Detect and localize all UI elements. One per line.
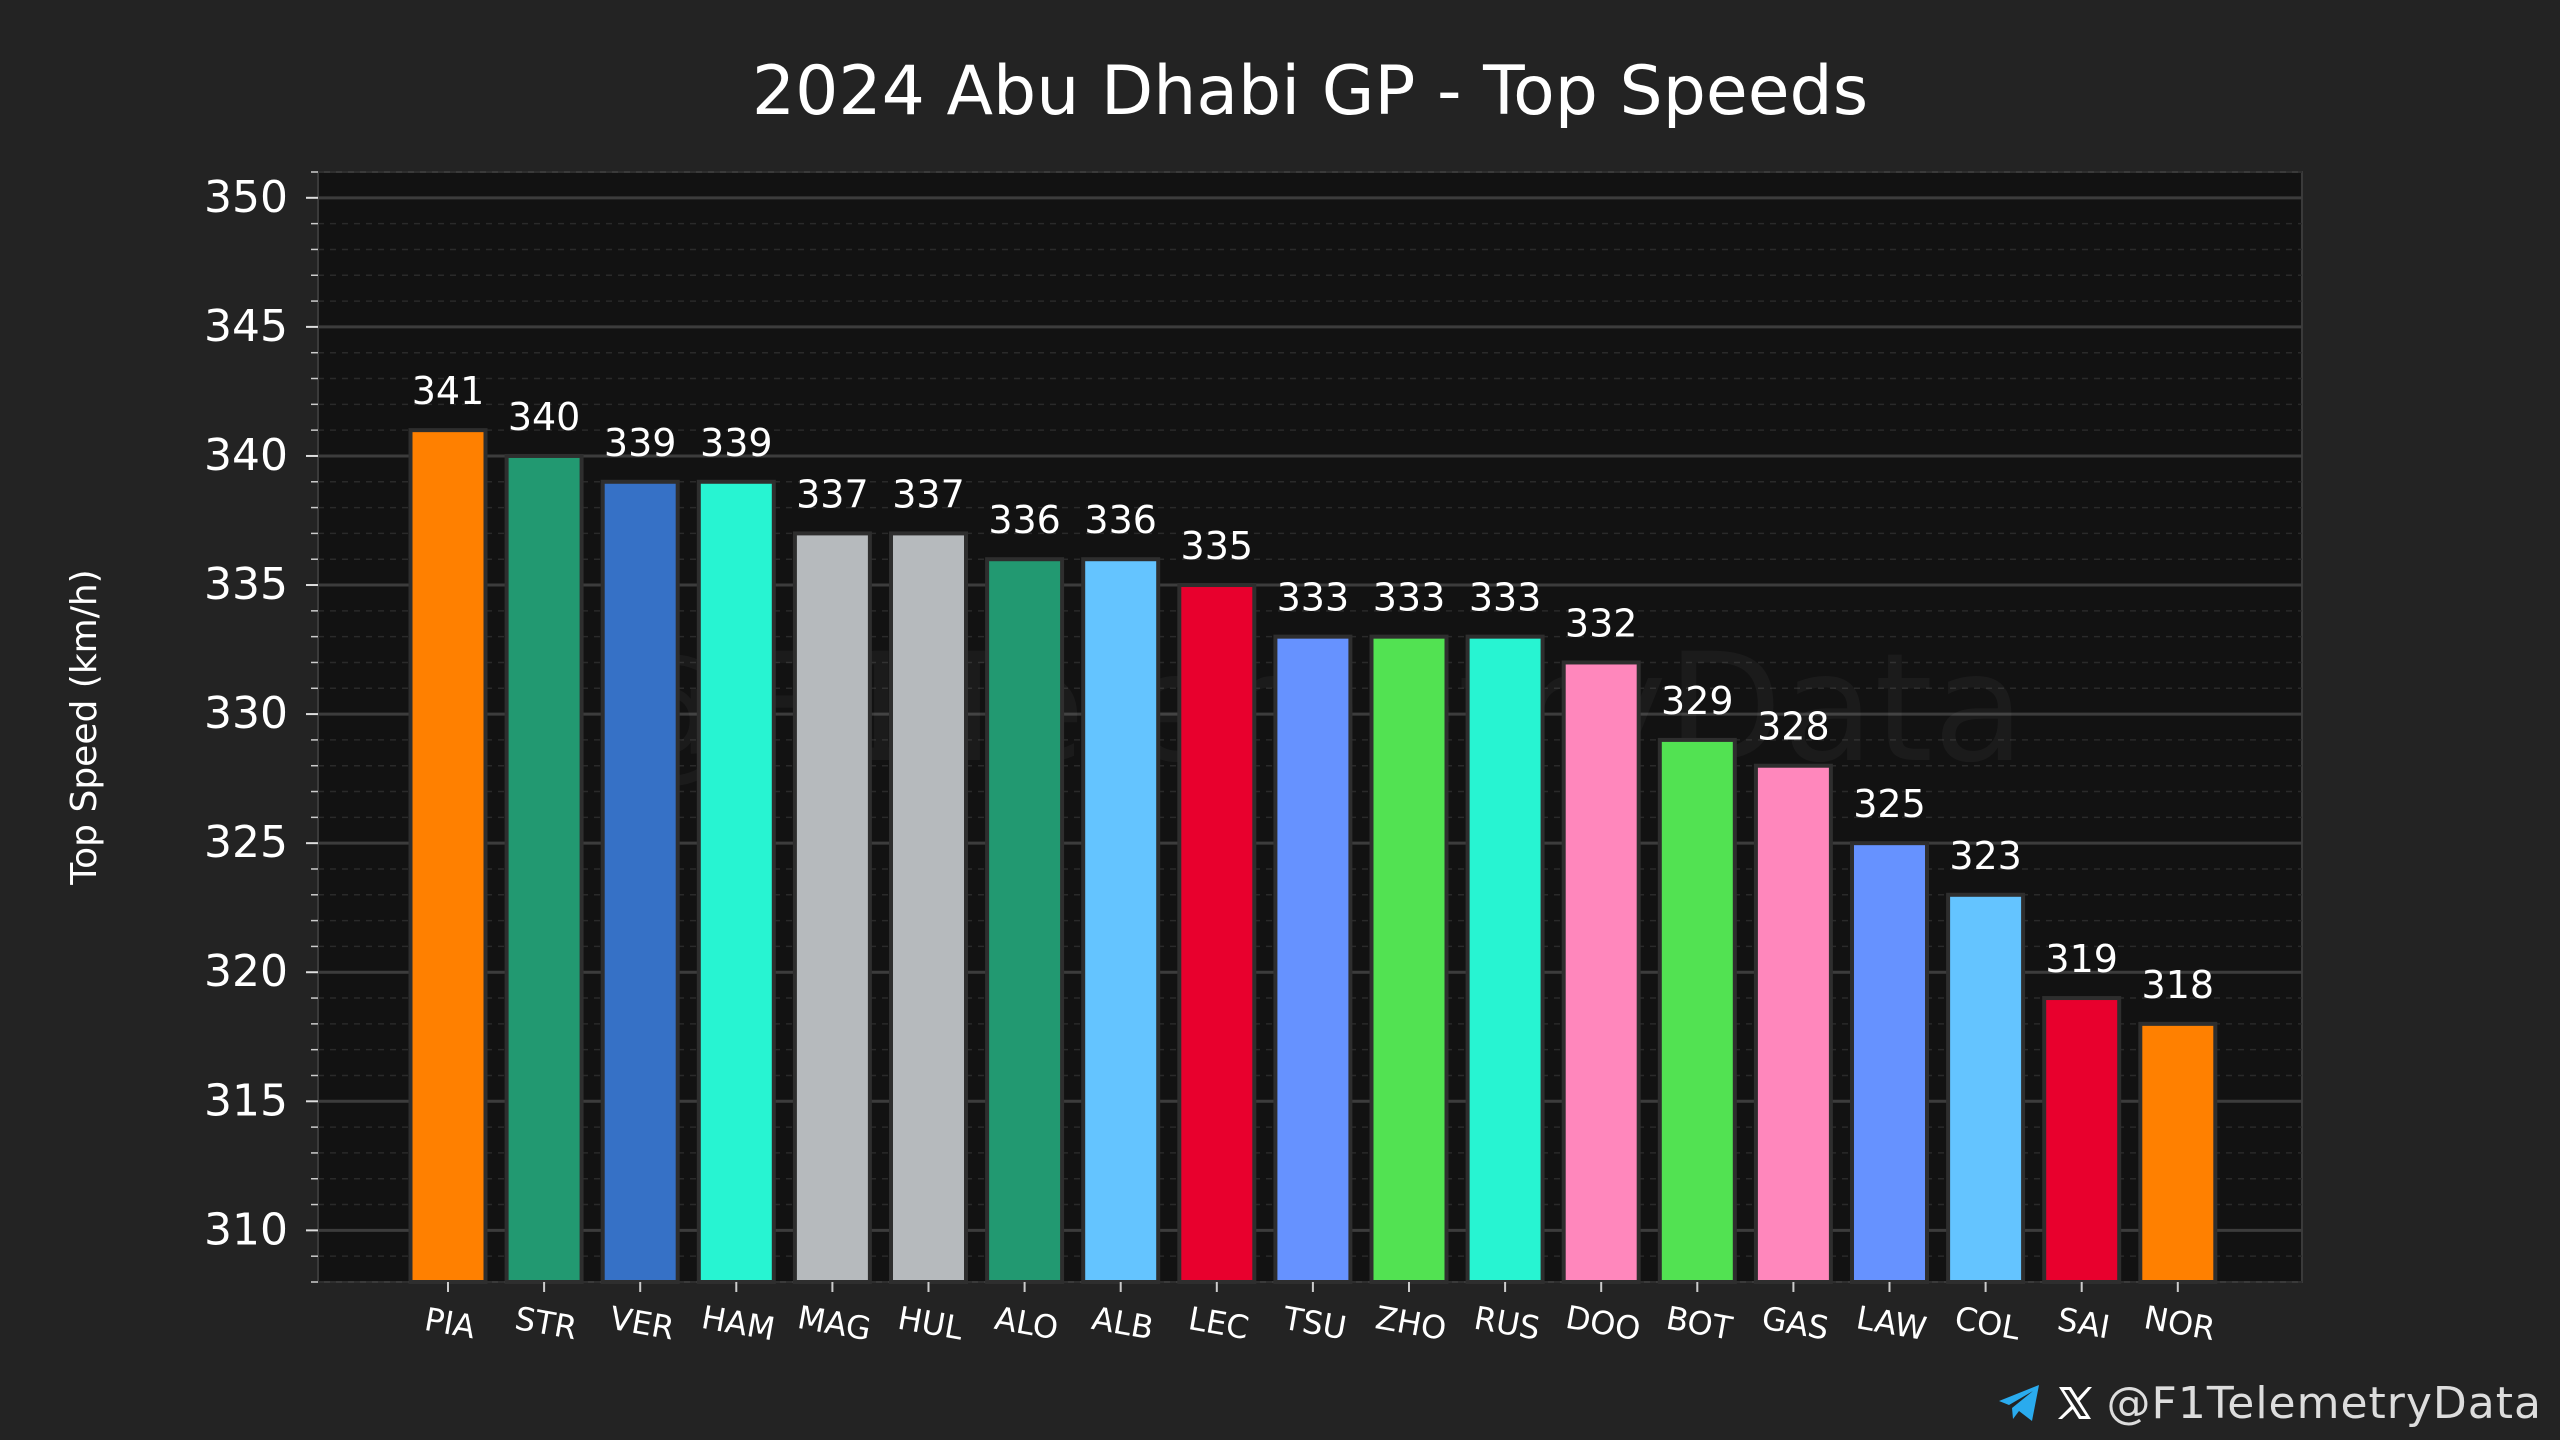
bar-value-label: 328: [1757, 705, 1830, 749]
x-tick-label: RUS: [1471, 1299, 1543, 1348]
bar-sai: [2042, 996, 2122, 1284]
y-axis: 310 315 320 325 330 335 340 345 350: [204, 171, 318, 1283]
x-tick-label: LEC: [1186, 1299, 1252, 1347]
bar-value-label: 329: [1661, 679, 1734, 723]
x-tick-label: BOT: [1663, 1299, 1735, 1348]
bar-value-label: 318: [2142, 963, 2215, 1007]
x-tick-label: ALO: [992, 1299, 1061, 1347]
x-tick-label: HUL: [895, 1299, 966, 1348]
bar-hul: [889, 531, 968, 1284]
x-tick-label: DOO: [1563, 1298, 1643, 1348]
bar-value-label: 333: [1277, 576, 1350, 620]
x-tick-label: VER: [607, 1299, 677, 1348]
x-tick-label: LAW: [1853, 1298, 1929, 1348]
bar-value-label: 339: [604, 421, 677, 465]
chart-title: 2024 Abu Dhabi GP - Top Speeds: [752, 52, 1868, 131]
bar-value-label: 323: [1949, 834, 2022, 878]
x-tick-label: SAI: [2055, 1300, 2113, 1346]
y-tick-label: 335: [204, 559, 288, 610]
y-tick-label: 345: [204, 301, 288, 352]
y-tick-label: 340: [204, 430, 288, 481]
bar-ham: [696, 479, 776, 1284]
y-tick-label: 315: [204, 1075, 288, 1126]
bar-pia: [408, 428, 488, 1284]
bar-str: [504, 453, 584, 1284]
y-tick-label: 350: [204, 172, 288, 223]
social-handle[interactable]: @F1TelemetryData: [2106, 1377, 2542, 1429]
bar-nor: [2138, 1021, 2218, 1284]
bar-tsu: [1273, 634, 1353, 1284]
x-logo-icon[interactable]: [2055, 1383, 2095, 1423]
footer: @F1TelemetryData: [1997, 1377, 2542, 1429]
bar-value-label: 340: [508, 395, 581, 439]
bar-ver: [600, 479, 680, 1284]
x-tick-label: NOR: [2141, 1298, 2218, 1348]
y-tick-label: 320: [204, 946, 288, 997]
telegram-icon[interactable]: [1997, 1383, 2043, 1423]
bar-alb: [1081, 557, 1161, 1284]
bar-value-label: 336: [1084, 498, 1157, 542]
x-axis: PIA STR VER HAM MAG HUL ALO ALB LEC TSU ZHO RUS DOO B…: [422, 1282, 2218, 1348]
x-tick-label: PIA: [422, 1300, 479, 1346]
x-tick-label: COL: [1952, 1299, 2023, 1348]
x-tick-label: STR: [512, 1299, 580, 1347]
bar-value-label: 335: [1181, 524, 1254, 568]
y-axis-label: Top Speed (km/h): [64, 569, 105, 885]
bar-value-label: 336: [988, 498, 1061, 542]
bar-value-label: 337: [892, 472, 965, 516]
bar-value-label: 341: [412, 369, 485, 413]
bar-value-label: 333: [1469, 576, 1542, 620]
bar-zho: [1369, 634, 1449, 1284]
bar-value-label: 332: [1565, 601, 1638, 645]
bar-alo: [985, 557, 1065, 1284]
x-tick-label: HAM: [699, 1298, 778, 1348]
bar-gas: [1753, 763, 1833, 1284]
x-tick-label: TSU: [1279, 1299, 1349, 1348]
x-tick-label: MAG: [795, 1298, 874, 1348]
bar-law: [1850, 841, 1929, 1284]
y-tick-label: 330: [204, 688, 288, 739]
bar-bot: [1657, 737, 1737, 1284]
y-tick-label: 325: [204, 817, 288, 868]
bar-value-label: 325: [1853, 782, 1926, 826]
bar-col: [1946, 892, 2026, 1284]
bar-value-label: 339: [700, 421, 773, 465]
x-tick-label: ALB: [1089, 1299, 1156, 1347]
x-tick-label: ZHO: [1373, 1298, 1450, 1348]
bar-value-label: 337: [796, 472, 869, 516]
bar-doo: [1561, 660, 1641, 1284]
bar-value-label: 319: [2045, 937, 2118, 981]
bar-value-label: 333: [1373, 576, 1446, 620]
x-tick-label: GAS: [1759, 1299, 1832, 1348]
y-tick-label: 310: [204, 1204, 288, 1255]
bar-lec: [1177, 583, 1257, 1284]
bar-mag: [792, 531, 872, 1284]
bar-rus: [1465, 634, 1545, 1284]
